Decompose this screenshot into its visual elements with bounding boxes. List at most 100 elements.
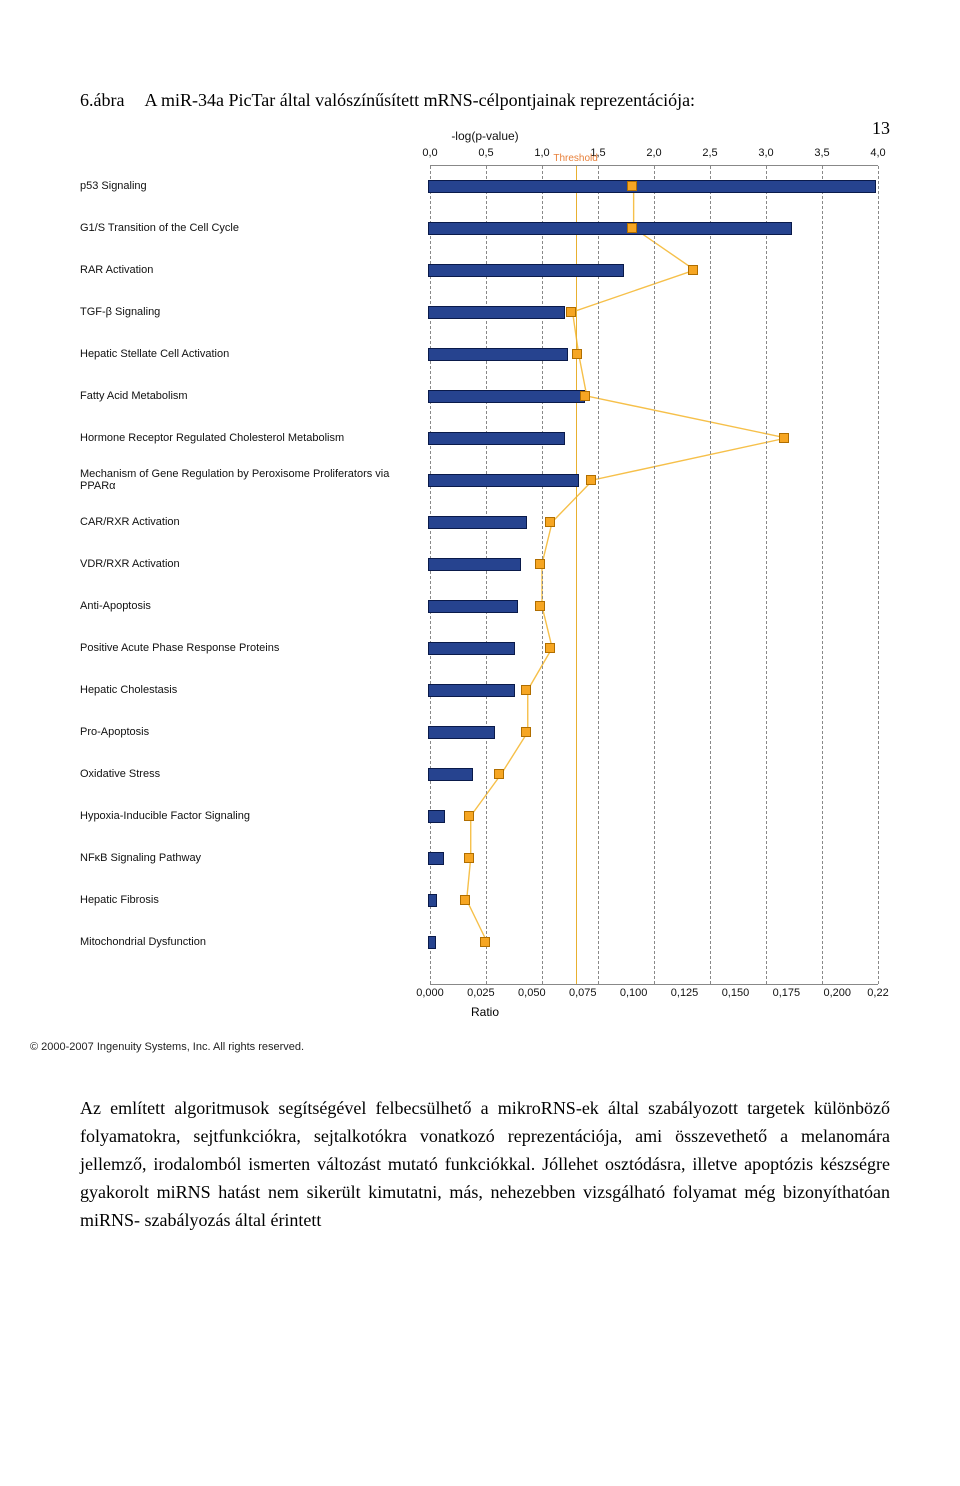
ratio-marker [460,895,470,905]
x-top-tick-label: 3,5 [814,147,829,159]
chart-row: p53 Signaling [80,176,878,196]
bar [428,684,515,697]
bar-area [428,260,878,280]
category-label: Positive Acute Phase Response Proteins [80,642,428,654]
bar [428,600,518,613]
bar-area [428,218,878,238]
category-label: Mitochondrial Dysfunction [80,936,428,948]
bar-area [428,470,878,490]
chart-container: -log(p-value) 0,00,51,01,52,02,53,03,54,… [80,129,890,1053]
category-label: TGF-β Signaling [80,306,428,318]
copyright-text: © 2000-2007 Ingenuity Systems, Inc. All … [30,1041,890,1053]
chart-row: Anti-Apoptosis [80,596,878,616]
chart-row: VDR/RXR Activation [80,554,878,574]
category-label: Hypoxia-Inducible Factor Signaling [80,810,428,822]
chart-row: Hormone Receptor Regulated Cholesterol M… [80,428,878,448]
bar [428,852,444,865]
bar [428,642,515,655]
bar [428,348,568,361]
bar [428,768,473,781]
bar [428,894,437,907]
chart-row: Mechanism of Gene Regulation by Peroxiso… [80,470,878,490]
ratio-marker [627,223,637,233]
chart-row: Hepatic Fibrosis [80,890,878,910]
bar-area [428,344,878,364]
bar [428,558,521,571]
category-label: NFκB Signaling Pathway [80,852,428,864]
chart-row: Hepatic Stellate Cell Activation [80,344,878,364]
x-bottom-tick-label: 0,22 [867,987,888,999]
category-label: Anti-Apoptosis [80,600,428,612]
x-bottom-tick-label: 0,150 [722,987,750,999]
category-label: Hepatic Stellate Cell Activation [80,348,428,360]
chart-row: NFκB Signaling Pathway [80,848,878,868]
bar [428,390,585,403]
ratio-marker [535,559,545,569]
x-axis-top-ticks: 0,00,51,01,52,02,53,03,54,0 [80,147,890,161]
bar-area [428,176,878,196]
ratio-marker [535,601,545,611]
bar-area [428,554,878,574]
x-bottom-tick-label: 0,200 [824,987,852,999]
bar [428,810,445,823]
chart-row: Pro-Apoptosis [80,722,878,742]
bar-area [428,638,878,658]
category-label: Hepatic Cholestasis [80,684,428,696]
bar [428,432,565,445]
bar-area [428,302,878,322]
chart-row: Hypoxia-Inducible Factor Signaling [80,806,878,826]
figure-caption: 6.ábra A miR-34a PicTar által valószínűs… [80,90,890,111]
bar [428,516,527,529]
x-top-tick-label: 4,0 [870,147,885,159]
x-bottom-tick-label: 0,025 [467,987,495,999]
bar [428,180,876,193]
ratio-marker [586,475,596,485]
bar-area [428,890,878,910]
category-label: G1/S Transition of the Cell Cycle [80,222,428,234]
ratio-marker [572,349,582,359]
ratio-marker [464,853,474,863]
x-axis-bottom-title: Ratio [80,1005,890,1019]
category-label: VDR/RXR Activation [80,558,428,570]
chart-row: Oxidative Stress [80,764,878,784]
bar-area [428,428,878,448]
bar [428,264,624,277]
ratio-marker [494,769,504,779]
ratio-marker [779,433,789,443]
chart-row: CAR/RXR Activation [80,512,878,532]
bar [428,936,436,949]
ratio-marker [688,265,698,275]
chart-row: G1/S Transition of the Cell Cycle [80,218,878,238]
x-bottom-tick-label: 0,050 [518,987,546,999]
ratio-marker [464,811,474,821]
ratio-marker [566,307,576,317]
ratio-marker [627,181,637,191]
bar-area [428,848,878,868]
x-top-tick-label: 0,0 [422,147,437,159]
bar-area [428,512,878,532]
ratio-marker [580,391,590,401]
chart-row: Positive Acute Phase Response Proteins [80,638,878,658]
x-top-tick-label: 3,0 [758,147,773,159]
ratio-marker [545,643,555,653]
x-axis-bottom-ticks: 0,0000,0250,0500,0750,1000,1250,1500,175… [80,987,890,1001]
chart-row: Hepatic Cholestasis [80,680,878,700]
ratio-marker [480,937,490,947]
bar-area [428,680,878,700]
chart-row: Mitochondrial Dysfunction [80,932,878,952]
bar-area [428,764,878,784]
page: 13 6.ábra A miR-34a PicTar által valószí… [0,90,960,1486]
threshold-label: Threshold [553,153,597,164]
bar-area [428,596,878,616]
body-paragraph: Az említett algoritmusok segítségével fe… [80,1095,890,1234]
bar [428,726,495,739]
x-bottom-tick-label: 0,125 [671,987,699,999]
caption-text: A miR-34a PicTar által valószínűsített m… [144,90,695,111]
category-label: RAR Activation [80,264,428,276]
x-bottom-tick-label: 0,100 [620,987,648,999]
chart-row: RAR Activation [80,260,878,280]
category-label: CAR/RXR Activation [80,516,428,528]
x-bottom-tick-label: 0,000 [416,987,444,999]
bar-area [428,932,878,952]
plot-area: Thresholdp53 SignalingG1/S Transition of… [430,165,878,985]
